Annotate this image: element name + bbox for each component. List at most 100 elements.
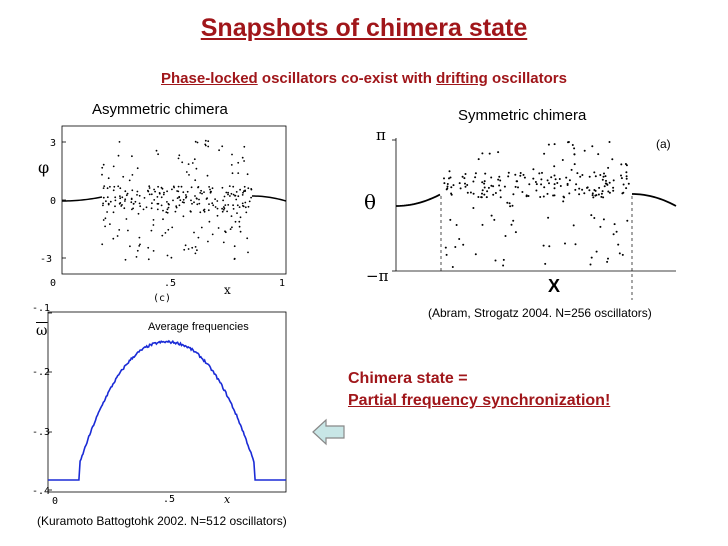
drift-point [512, 219, 515, 222]
drift-point [490, 214, 493, 217]
drift-point [494, 259, 497, 262]
drift-point [485, 196, 488, 199]
drift-point [190, 199, 192, 202]
drift-point [484, 172, 487, 175]
drift-point [101, 173, 103, 176]
drift-point [443, 182, 446, 185]
drift-point [443, 177, 445, 180]
drift-point [606, 260, 609, 263]
drift-point [593, 171, 596, 174]
drift-point [139, 205, 142, 208]
drift-point [162, 209, 164, 212]
drift-point [509, 205, 512, 208]
drift-point [542, 244, 545, 247]
drift-point [573, 147, 576, 150]
drift-point [576, 172, 579, 175]
drift-point [122, 175, 125, 178]
drift-point [455, 224, 458, 226]
drift-point [142, 208, 145, 211]
drift-point [136, 249, 139, 252]
drift-point [481, 192, 483, 195]
drift-point [223, 207, 226, 210]
drift-point [247, 205, 250, 208]
drift-point [448, 170, 451, 173]
drift-point [454, 246, 457, 248]
drift-point [137, 212, 140, 215]
drift-point [138, 236, 141, 239]
ytick-minus-0.4: -.4 [32, 486, 51, 497]
drift-point [114, 199, 117, 202]
drift-point [124, 198, 127, 201]
drift-point [245, 211, 248, 214]
drift-point [221, 145, 224, 148]
drift-point [517, 186, 519, 189]
drift-point [129, 245, 131, 248]
drift-point [567, 141, 569, 144]
drift-point [166, 208, 169, 211]
drift-point [132, 207, 135, 210]
drift-point [573, 163, 576, 166]
drift-point [209, 188, 211, 191]
drift-point [176, 190, 179, 192]
drift-point [175, 205, 178, 208]
drift-point [177, 157, 180, 160]
drift-point [170, 256, 173, 259]
drift-point [230, 215, 233, 218]
drift-point [145, 206, 148, 209]
drift-point [618, 252, 621, 255]
drift-point [176, 197, 179, 200]
drift-point [514, 231, 517, 234]
omega-axis-label: ω [36, 323, 48, 339]
drift-point [556, 182, 559, 184]
drift-point [497, 151, 500, 154]
drift-point [151, 202, 153, 205]
drift-point [593, 189, 596, 191]
drift-point [158, 192, 161, 195]
drift-point [224, 231, 227, 234]
drift-point [235, 198, 238, 201]
drift-point [237, 161, 240, 164]
drift-point [203, 210, 206, 213]
drift-point [102, 196, 105, 199]
drift-point [211, 202, 214, 205]
drift-point [534, 181, 537, 183]
drift-point [189, 210, 192, 213]
drift-point [499, 179, 502, 182]
phi-axis-label: φ [38, 158, 50, 177]
drift-point [620, 177, 623, 180]
drift-point [112, 237, 115, 240]
drift-point [152, 219, 155, 221]
drift-point [554, 178, 557, 181]
drift-point [199, 211, 202, 214]
drift-point [211, 187, 214, 190]
drift-point [490, 176, 493, 179]
drift-point [494, 192, 497, 194]
omega-x-label: x [224, 493, 231, 506]
drift-point [102, 219, 105, 221]
drift-point [588, 175, 591, 178]
drift-point [601, 178, 604, 181]
drift-point [109, 200, 112, 203]
drift-point [207, 209, 210, 212]
frequency-curve [48, 339, 286, 481]
drift-point [483, 186, 486, 189]
drift-point [603, 172, 605, 175]
drift-point [622, 183, 625, 186]
drift-point [113, 185, 116, 188]
drift-point [118, 202, 121, 205]
drift-point [512, 193, 515, 196]
drift-point [221, 207, 224, 210]
drift-point [236, 212, 238, 215]
drift-point [118, 229, 121, 231]
drift-point [136, 194, 138, 196]
drift-point [211, 233, 214, 236]
drift-point [148, 185, 151, 188]
locked-curve-right [631, 193, 677, 207]
drift-point [581, 188, 584, 191]
drift-point [116, 235, 119, 237]
drift-point [446, 187, 449, 190]
locked-curve-left [395, 193, 441, 207]
drift-point [222, 241, 225, 244]
drift-point [131, 155, 133, 158]
drift-point [227, 204, 230, 206]
